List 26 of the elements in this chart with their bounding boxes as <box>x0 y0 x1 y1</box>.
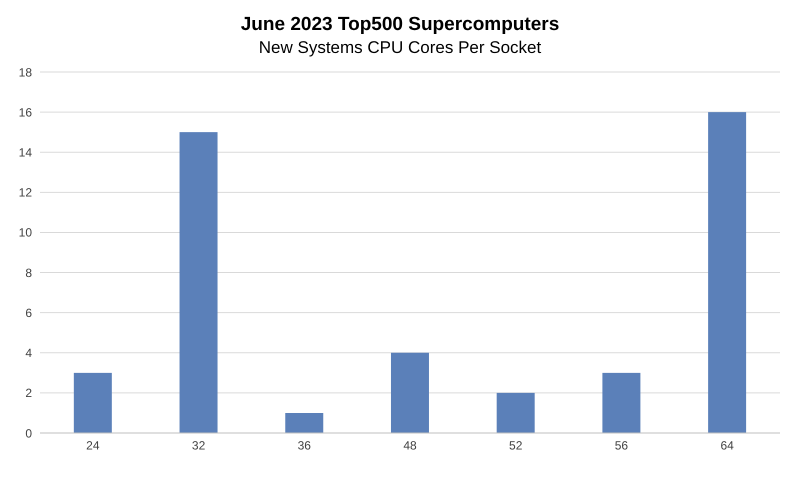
bar <box>496 392 535 433</box>
x-tick-label: 24 <box>86 438 100 453</box>
chart-subtitle: New Systems CPU Cores Per Socket <box>258 38 542 58</box>
bar <box>180 132 218 433</box>
y-tick-label: 14 <box>18 145 32 160</box>
x-tick-label: 32 <box>192 438 206 453</box>
y-tick-label: 2 <box>25 386 32 400</box>
bar <box>390 352 429 433</box>
y-tick-label: 8 <box>25 266 32 280</box>
chart-title: June 2023 Top500 Supercomputers <box>240 13 560 36</box>
bar <box>708 112 746 433</box>
bar <box>602 372 640 433</box>
y-tick-label: 12 <box>18 186 32 200</box>
x-tick-label: 48 <box>403 438 417 453</box>
y-tick-label: 0 <box>25 426 32 440</box>
x-tick-label: 64 <box>720 438 734 453</box>
x-tick-label: 36 <box>298 438 312 453</box>
x-tick-label: 52 <box>509 438 523 453</box>
y-tick-label: 10 <box>18 226 32 240</box>
y-tick-label: 4 <box>25 346 32 360</box>
y-tick-label: 16 <box>18 105 32 120</box>
x-tick-label: 56 <box>614 438 628 453</box>
bar <box>285 412 324 433</box>
y-tick-label: 6 <box>25 306 32 320</box>
y-tick-label: 18 <box>18 65 32 80</box>
bar <box>74 372 112 433</box>
